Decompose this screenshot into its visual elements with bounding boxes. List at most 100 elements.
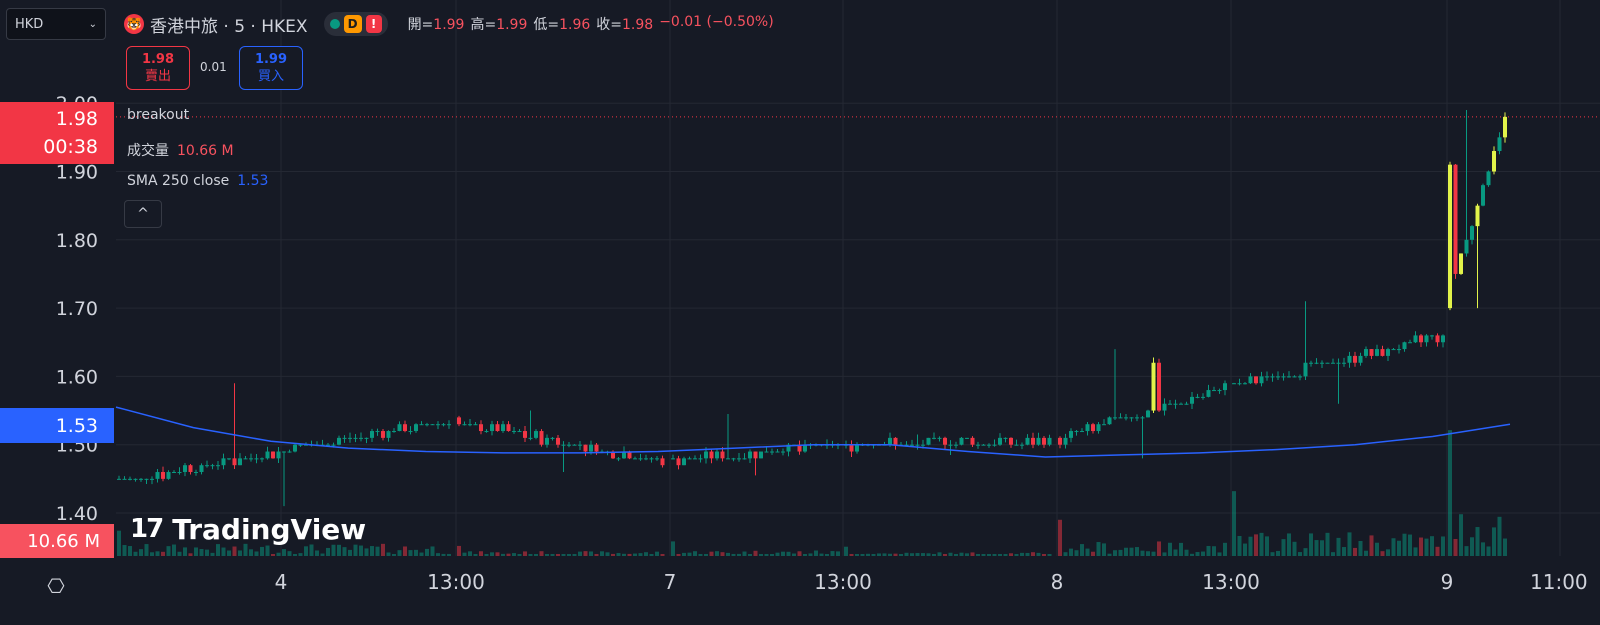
- candle-body: [770, 451, 774, 453]
- candle-body: [1430, 335, 1434, 337]
- candle-body: [622, 451, 626, 459]
- volume-bar: [550, 554, 555, 556]
- candle-body: [1314, 362, 1319, 364]
- candle-body: [1254, 376, 1258, 384]
- buy-button[interactable]: 1.99 買入: [239, 46, 303, 90]
- time-axis[interactable]: ⎔ 4 13:00 7 13:00 8 13:00 9 11:00: [0, 560, 1600, 625]
- candle-body: [1448, 164, 1452, 309]
- volume-bar: [381, 543, 385, 556]
- candle-body: [1237, 383, 1242, 385]
- volume-bar: [1413, 547, 1418, 556]
- indicator-sma[interactable]: SMA 250 close 1.53: [127, 173, 268, 189]
- settings-icon[interactable]: ⎔: [47, 574, 65, 598]
- candle-body: [430, 424, 435, 426]
- candle-body: [572, 444, 577, 446]
- candle-body: [1201, 396, 1205, 398]
- time-tick-label: 8: [1050, 570, 1064, 594]
- candle-body: [199, 465, 204, 473]
- price-chart[interactable]: 1.401.501.601.701.801.902.00: [0, 0, 1600, 560]
- candle-body: [550, 437, 555, 439]
- volume-bar: [676, 554, 681, 556]
- candle-body: [1173, 403, 1178, 405]
- symbol-title[interactable]: 香港中旅 · 5 · HKEX: [150, 16, 308, 37]
- volume-bar: [1380, 551, 1385, 556]
- volume-bar: [1298, 552, 1302, 556]
- candle-body: [616, 458, 621, 460]
- volume-bar: [1448, 430, 1452, 556]
- currency-select[interactable]: HKD ⌄: [6, 8, 106, 40]
- volume-bar: [1140, 550, 1145, 556]
- candle-body: [238, 458, 242, 466]
- volume-bar: [726, 552, 730, 556]
- candle-body: [1408, 342, 1412, 344]
- tradingview-logo[interactable]: 17 TradingView: [130, 511, 366, 547]
- candle-body: [271, 451, 275, 459]
- price-tick-label: 1.70: [56, 298, 98, 320]
- volume-bar: [419, 552, 424, 556]
- candle-body: [1320, 362, 1324, 364]
- volume-bar: [1162, 552, 1167, 556]
- volume-bar: [578, 551, 582, 556]
- candle-body: [954, 444, 958, 446]
- candle-body: [932, 437, 936, 439]
- volume-bar: [326, 547, 330, 556]
- volume-bar: [830, 551, 835, 556]
- candle-body: [644, 458, 648, 460]
- sell-button[interactable]: 1.98 賣出: [126, 46, 190, 90]
- volume-bar: [144, 544, 149, 556]
- volume-bar: [183, 547, 187, 556]
- candle-body: [737, 458, 741, 460]
- candle-body: [414, 424, 418, 432]
- candle-body: [205, 465, 209, 467]
- volume-bar: [877, 553, 881, 556]
- chart-pane[interactable]: 1.401.501.601.701.801.902.00: [0, 0, 1600, 560]
- candle-body: [479, 424, 483, 432]
- candle-body: [221, 458, 226, 466]
- volume-bar: [1069, 548, 1073, 556]
- volume-bar: [1459, 514, 1463, 556]
- candle-body: [375, 431, 380, 433]
- volume-bar: [210, 552, 215, 556]
- candle-body: [976, 444, 980, 446]
- sell-price: 1.98: [141, 52, 175, 67]
- market-status-pill[interactable]: D !: [323, 12, 388, 36]
- volume-bar: [1096, 542, 1101, 556]
- volume-bar: [786, 551, 791, 556]
- volume-bar: [166, 546, 171, 556]
- volume-bar: [188, 553, 193, 556]
- indicator-volume[interactable]: 成交量 10.66 M: [127, 140, 234, 160]
- candle-body: [1464, 239, 1469, 254]
- candle-body: [161, 472, 165, 479]
- volume-bar: [943, 554, 947, 556]
- volume-bar: [849, 554, 854, 556]
- candle-body: [992, 444, 997, 446]
- warning-badge[interactable]: !: [365, 15, 382, 33]
- indicator-breakout[interactable]: breakout: [127, 107, 189, 123]
- candle-body: [1347, 355, 1352, 363]
- chevron-up-icon: ^: [137, 206, 149, 222]
- volume-bar: [781, 551, 785, 556]
- candle-body: [1190, 396, 1194, 404]
- time-tick-label: 9: [1440, 570, 1454, 594]
- candle-body: [943, 437, 947, 445]
- candle-body: [1184, 403, 1189, 405]
- candle-body: [177, 472, 182, 474]
- candle-body: [1096, 424, 1101, 432]
- candle-body: [1419, 335, 1423, 343]
- volume-bar: [1430, 536, 1434, 556]
- volume-bar: [855, 554, 859, 556]
- volume-bar: [638, 553, 643, 556]
- delayed-data-badge[interactable]: D: [343, 15, 362, 33]
- candle-body: [144, 478, 149, 480]
- collapse-legend-button[interactable]: ^: [124, 200, 162, 228]
- candle-body: [1129, 417, 1134, 419]
- volume-bar: [523, 551, 527, 556]
- candle-body: [698, 458, 703, 460]
- candle-body: [1107, 417, 1112, 425]
- volume-bar: [1424, 538, 1429, 556]
- price-tick-label: 1.80: [56, 230, 98, 252]
- candle-body: [742, 458, 747, 460]
- volume-bar: [1292, 541, 1297, 556]
- candle-body: [748, 451, 752, 459]
- candle-body: [803, 444, 807, 452]
